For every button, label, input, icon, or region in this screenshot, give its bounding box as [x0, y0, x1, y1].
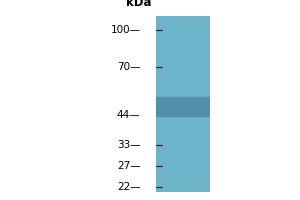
Text: 27—: 27—	[117, 161, 140, 171]
Text: kDa: kDa	[126, 0, 151, 9]
Bar	[156, 97, 210, 116]
Text: 100—: 100—	[110, 25, 140, 35]
Text: 44—: 44—	[117, 110, 140, 120]
Text: 70—: 70—	[117, 62, 140, 72]
Text: 22—: 22—	[117, 182, 140, 192]
Text: 33—: 33—	[117, 140, 140, 150]
